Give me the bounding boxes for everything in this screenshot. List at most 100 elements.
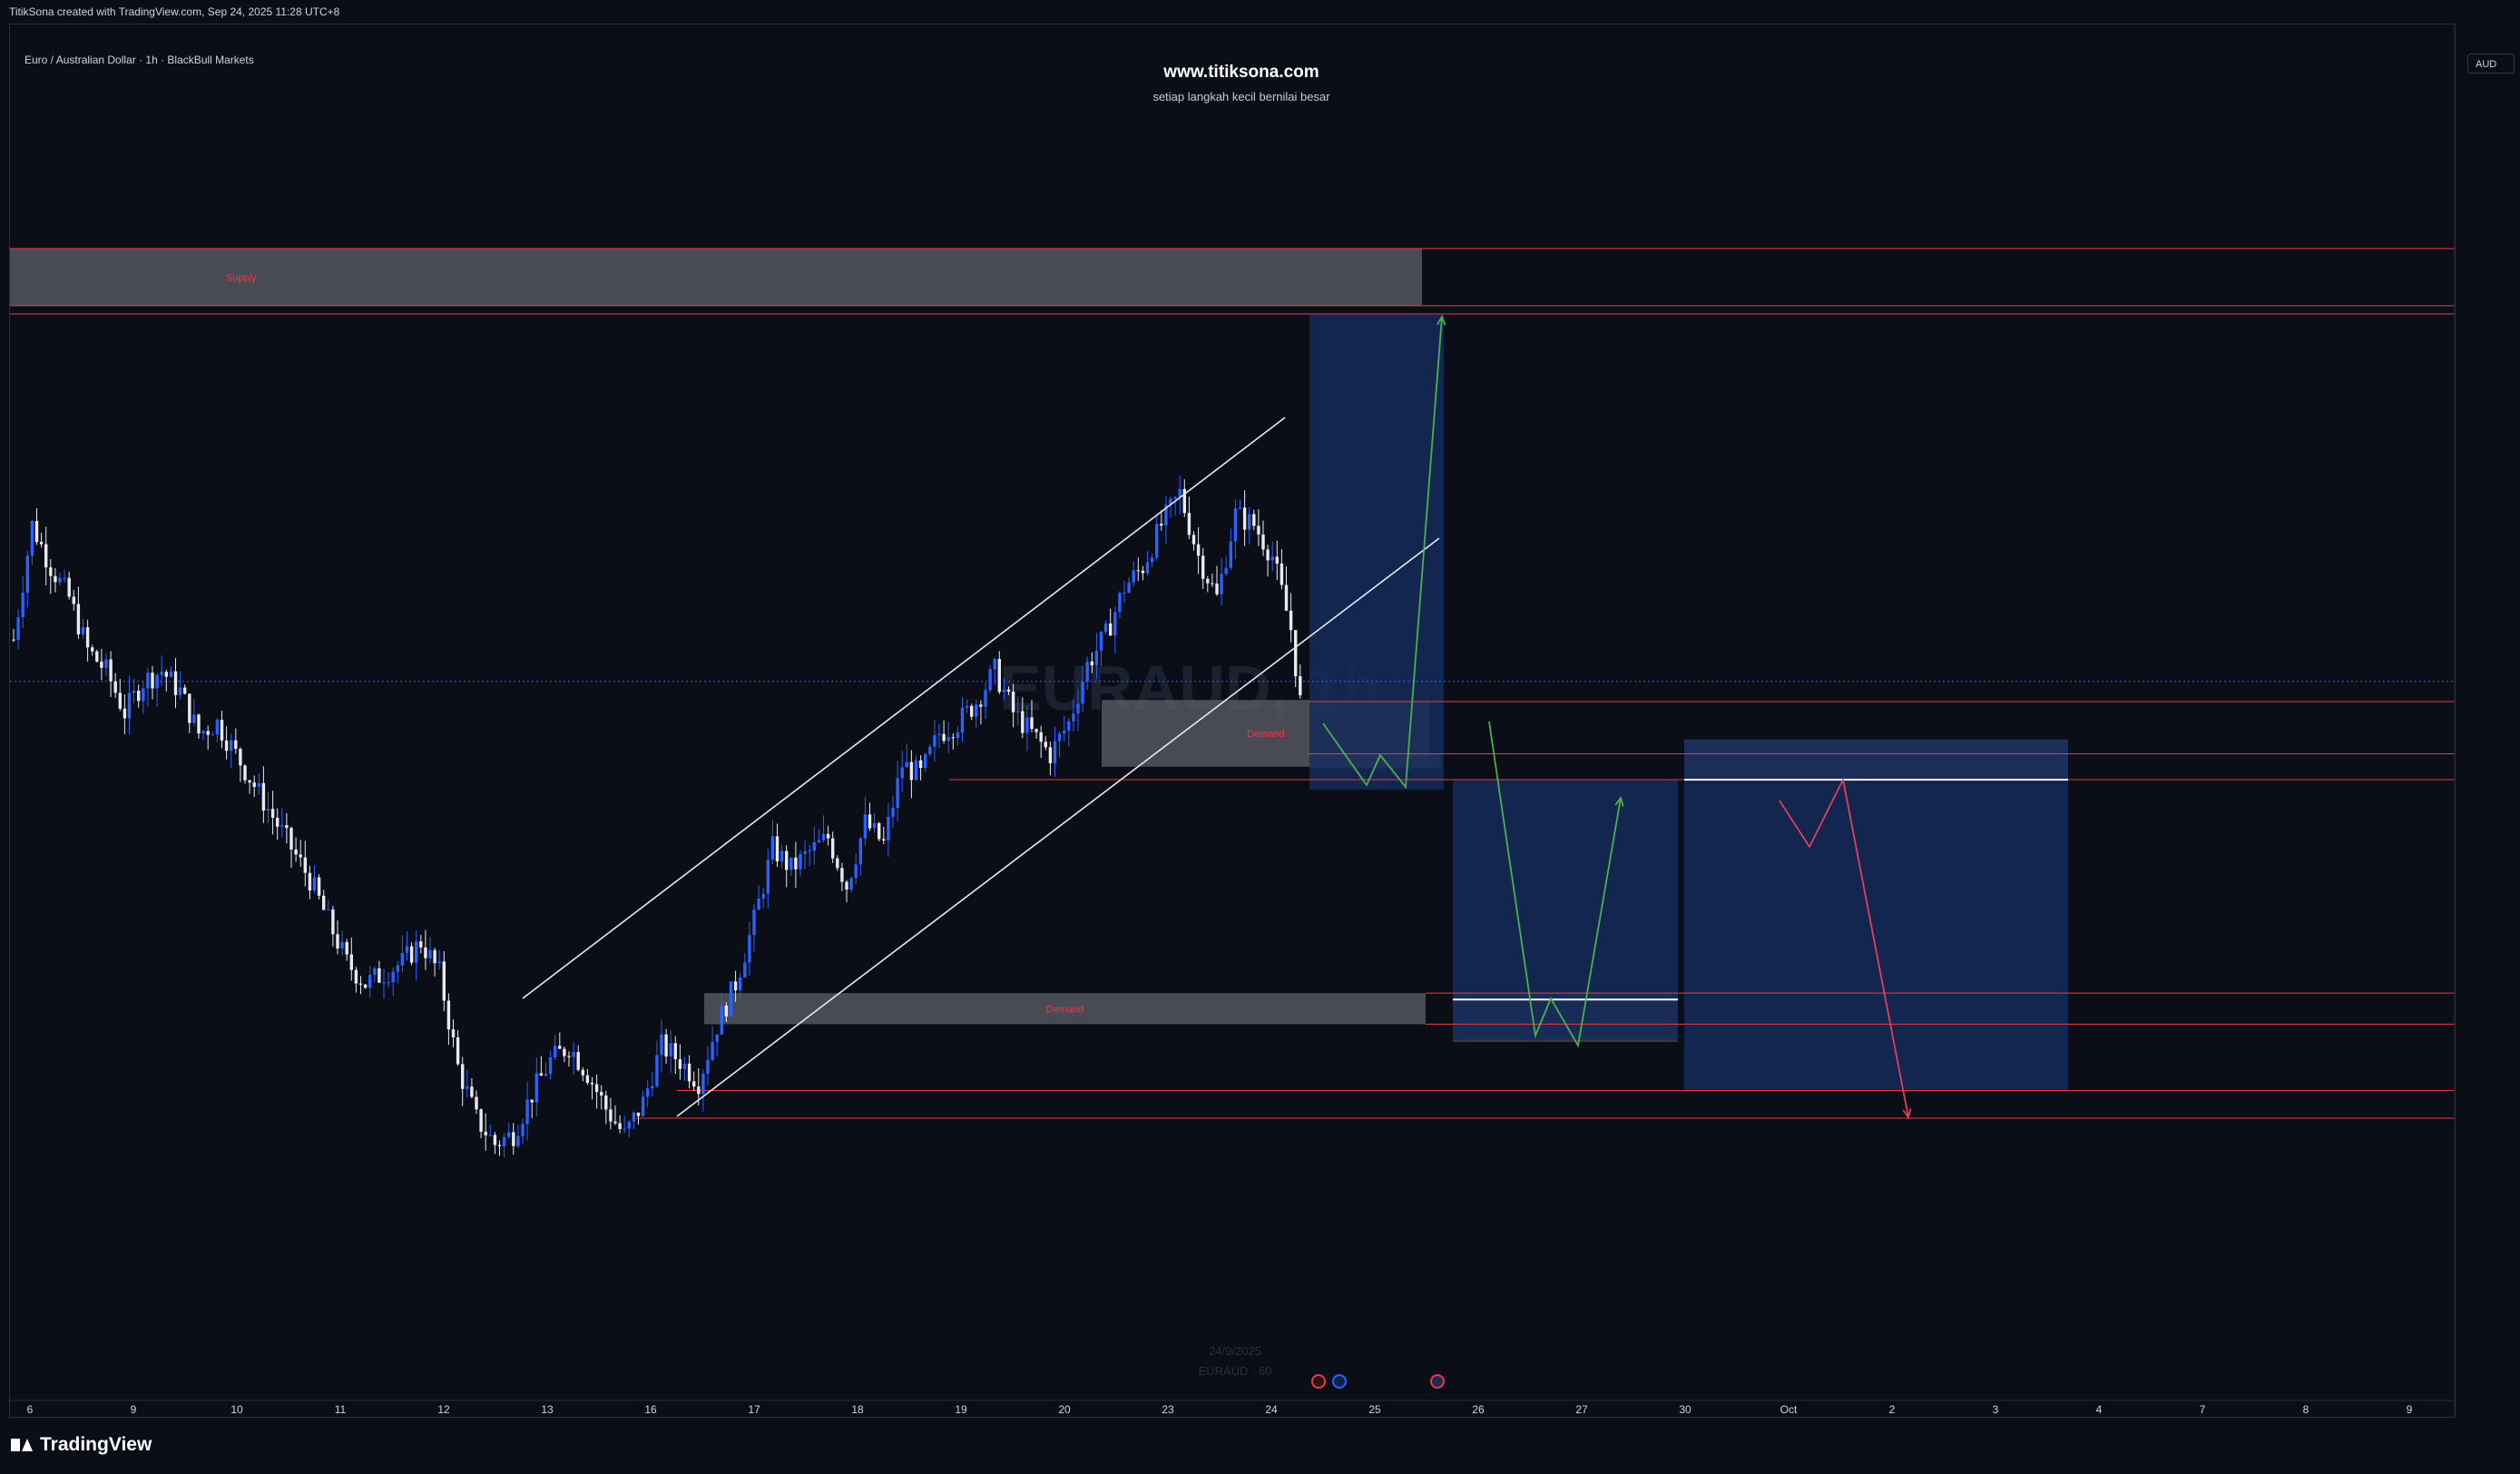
candle [1215, 565, 1219, 596]
candle-body [1081, 681, 1084, 704]
candle-body [67, 577, 71, 597]
chart-frame[interactable]: EURAUD, 1h 24/9/2025 EURAUD · 60 Supply D… [9, 24, 2515, 1418]
candle [960, 697, 965, 742]
candle [21, 575, 25, 629]
candle [692, 1071, 696, 1092]
projection-path [1322, 316, 1443, 790]
candle-body [1261, 534, 1265, 550]
candle-body [997, 659, 1001, 693]
candle [1275, 540, 1279, 581]
candle-body [905, 762, 908, 768]
watermark-date: 24/9/2025 [1209, 1344, 1261, 1358]
candle-body [757, 899, 760, 910]
candle [512, 1123, 515, 1155]
candle [1220, 557, 1223, 606]
candle-body [76, 604, 81, 634]
candle-body [521, 1124, 525, 1136]
candle [54, 567, 57, 593]
candle-body [715, 1034, 719, 1042]
candle-body [91, 647, 94, 652]
candle-body [127, 693, 132, 719]
time-tick-label: 26 [1472, 1403, 1485, 1416]
candle [340, 930, 344, 957]
candle [169, 666, 173, 678]
candle [1201, 547, 1205, 589]
candle-body [845, 881, 848, 890]
candle [539, 1056, 544, 1076]
candle-body [836, 858, 839, 869]
candle [558, 1032, 562, 1049]
candle-body [132, 690, 136, 693]
currency-button[interactable]: AUD [2467, 54, 2515, 74]
candle-body [1187, 513, 1191, 536]
candle [1266, 545, 1270, 577]
candle-body [651, 1086, 654, 1089]
candle [1048, 742, 1053, 776]
candle-body [451, 1029, 456, 1037]
candle-body [563, 1048, 566, 1056]
candle-body [924, 753, 927, 769]
candle [261, 766, 266, 823]
candle-body [49, 567, 53, 576]
candle-body [909, 762, 914, 781]
candle-body [442, 961, 446, 1001]
candle-body [169, 671, 173, 677]
site-subtitle: setiap langkah kecil bernilai besar [1152, 90, 1330, 103]
candle [160, 655, 163, 686]
tradingview-logo[interactable]: TradingView [11, 1434, 152, 1456]
candle-body [1044, 742, 1047, 748]
flash-event-icon[interactable] [1311, 1374, 1326, 1389]
candle [664, 1028, 668, 1064]
candle-body [682, 1063, 687, 1069]
symbol-info[interactable]: Euro / Australian Dollar · 1h · BlackBul… [25, 54, 254, 66]
candle-body [299, 854, 302, 858]
candle [1182, 479, 1186, 517]
candle-body [243, 765, 247, 781]
candle [16, 608, 20, 650]
candle [965, 699, 969, 713]
candle [44, 526, 48, 586]
candle [327, 899, 330, 911]
zone-label: Demand [1247, 729, 1285, 740]
candle-body [1211, 583, 1214, 585]
candle [1242, 490, 1247, 546]
candle [673, 1036, 677, 1075]
candle-body [484, 1131, 487, 1135]
candle [1261, 520, 1265, 556]
candle [627, 1119, 631, 1137]
candle [248, 780, 251, 794]
candle [641, 1090, 645, 1117]
candle-body [975, 704, 978, 717]
time-tick-label: 30 [1679, 1403, 1691, 1416]
candle-body [30, 520, 34, 556]
candle-body [373, 968, 377, 976]
candle [85, 619, 90, 662]
candle-body [951, 737, 955, 739]
candle [720, 993, 723, 1035]
candle-body [960, 707, 965, 732]
candle-body [1155, 524, 1159, 558]
price-chart[interactable]: EURAUD, 1h 24/9/2025 EURAUD · 60 SupplyD… [10, 25, 2455, 1417]
candle [748, 921, 751, 976]
candle [618, 1115, 622, 1134]
candle-body [197, 714, 201, 734]
candle [322, 889, 326, 910]
candle [382, 968, 386, 999]
candle-body [470, 1086, 474, 1097]
candle-body [701, 1074, 705, 1095]
candle-body [34, 520, 39, 543]
candle-body [826, 833, 830, 839]
candle [1187, 496, 1191, 539]
candle [433, 948, 436, 977]
economic-event-icon[interactable] [1332, 1374, 1347, 1389]
candle-body [358, 983, 363, 985]
candle-body [1257, 526, 1260, 535]
candle [1127, 576, 1131, 594]
candle-body [1053, 741, 1057, 763]
candle [928, 743, 932, 757]
economic-event-icon[interactable] [1430, 1374, 1445, 1389]
candle [461, 1056, 465, 1106]
candle-body [711, 1041, 714, 1060]
candle [378, 960, 381, 984]
candle-body [466, 1086, 469, 1089]
